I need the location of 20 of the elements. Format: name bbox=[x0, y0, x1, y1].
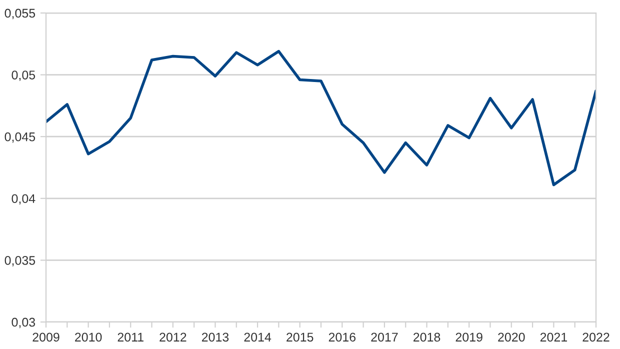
x-tick-label: 2020 bbox=[498, 332, 525, 342]
y-tick-label: 0,035 bbox=[4, 256, 36, 266]
x-tick-label: 2011 bbox=[118, 332, 144, 342]
x-tick-label: 2018 bbox=[413, 332, 440, 342]
x-tick-label: 2017 bbox=[371, 332, 398, 342]
x-tick-label: 2014 bbox=[244, 332, 272, 342]
x-tick-label: 2022 bbox=[582, 332, 610, 342]
x-tick-label: 2016 bbox=[328, 332, 356, 342]
x-tick-label: 2021 bbox=[540, 332, 567, 342]
y-tick-label: 0,055 bbox=[4, 8, 36, 20]
x-tick-label: 2019 bbox=[456, 332, 482, 342]
x-tick-label: 2009 bbox=[32, 332, 60, 342]
x-tick-label: 2015 bbox=[286, 332, 314, 342]
y-tick-label: 0,05 bbox=[12, 70, 36, 81]
y-tick-label: 0,03 bbox=[12, 318, 36, 328]
y-tick-label: 0,04 bbox=[12, 194, 36, 205]
y-tick-label: 0,045 bbox=[4, 132, 36, 143]
x-tick-label: 2012 bbox=[160, 332, 186, 342]
x-tick-label: 2010 bbox=[75, 332, 102, 342]
x-tick-label: 2013 bbox=[202, 332, 229, 342]
